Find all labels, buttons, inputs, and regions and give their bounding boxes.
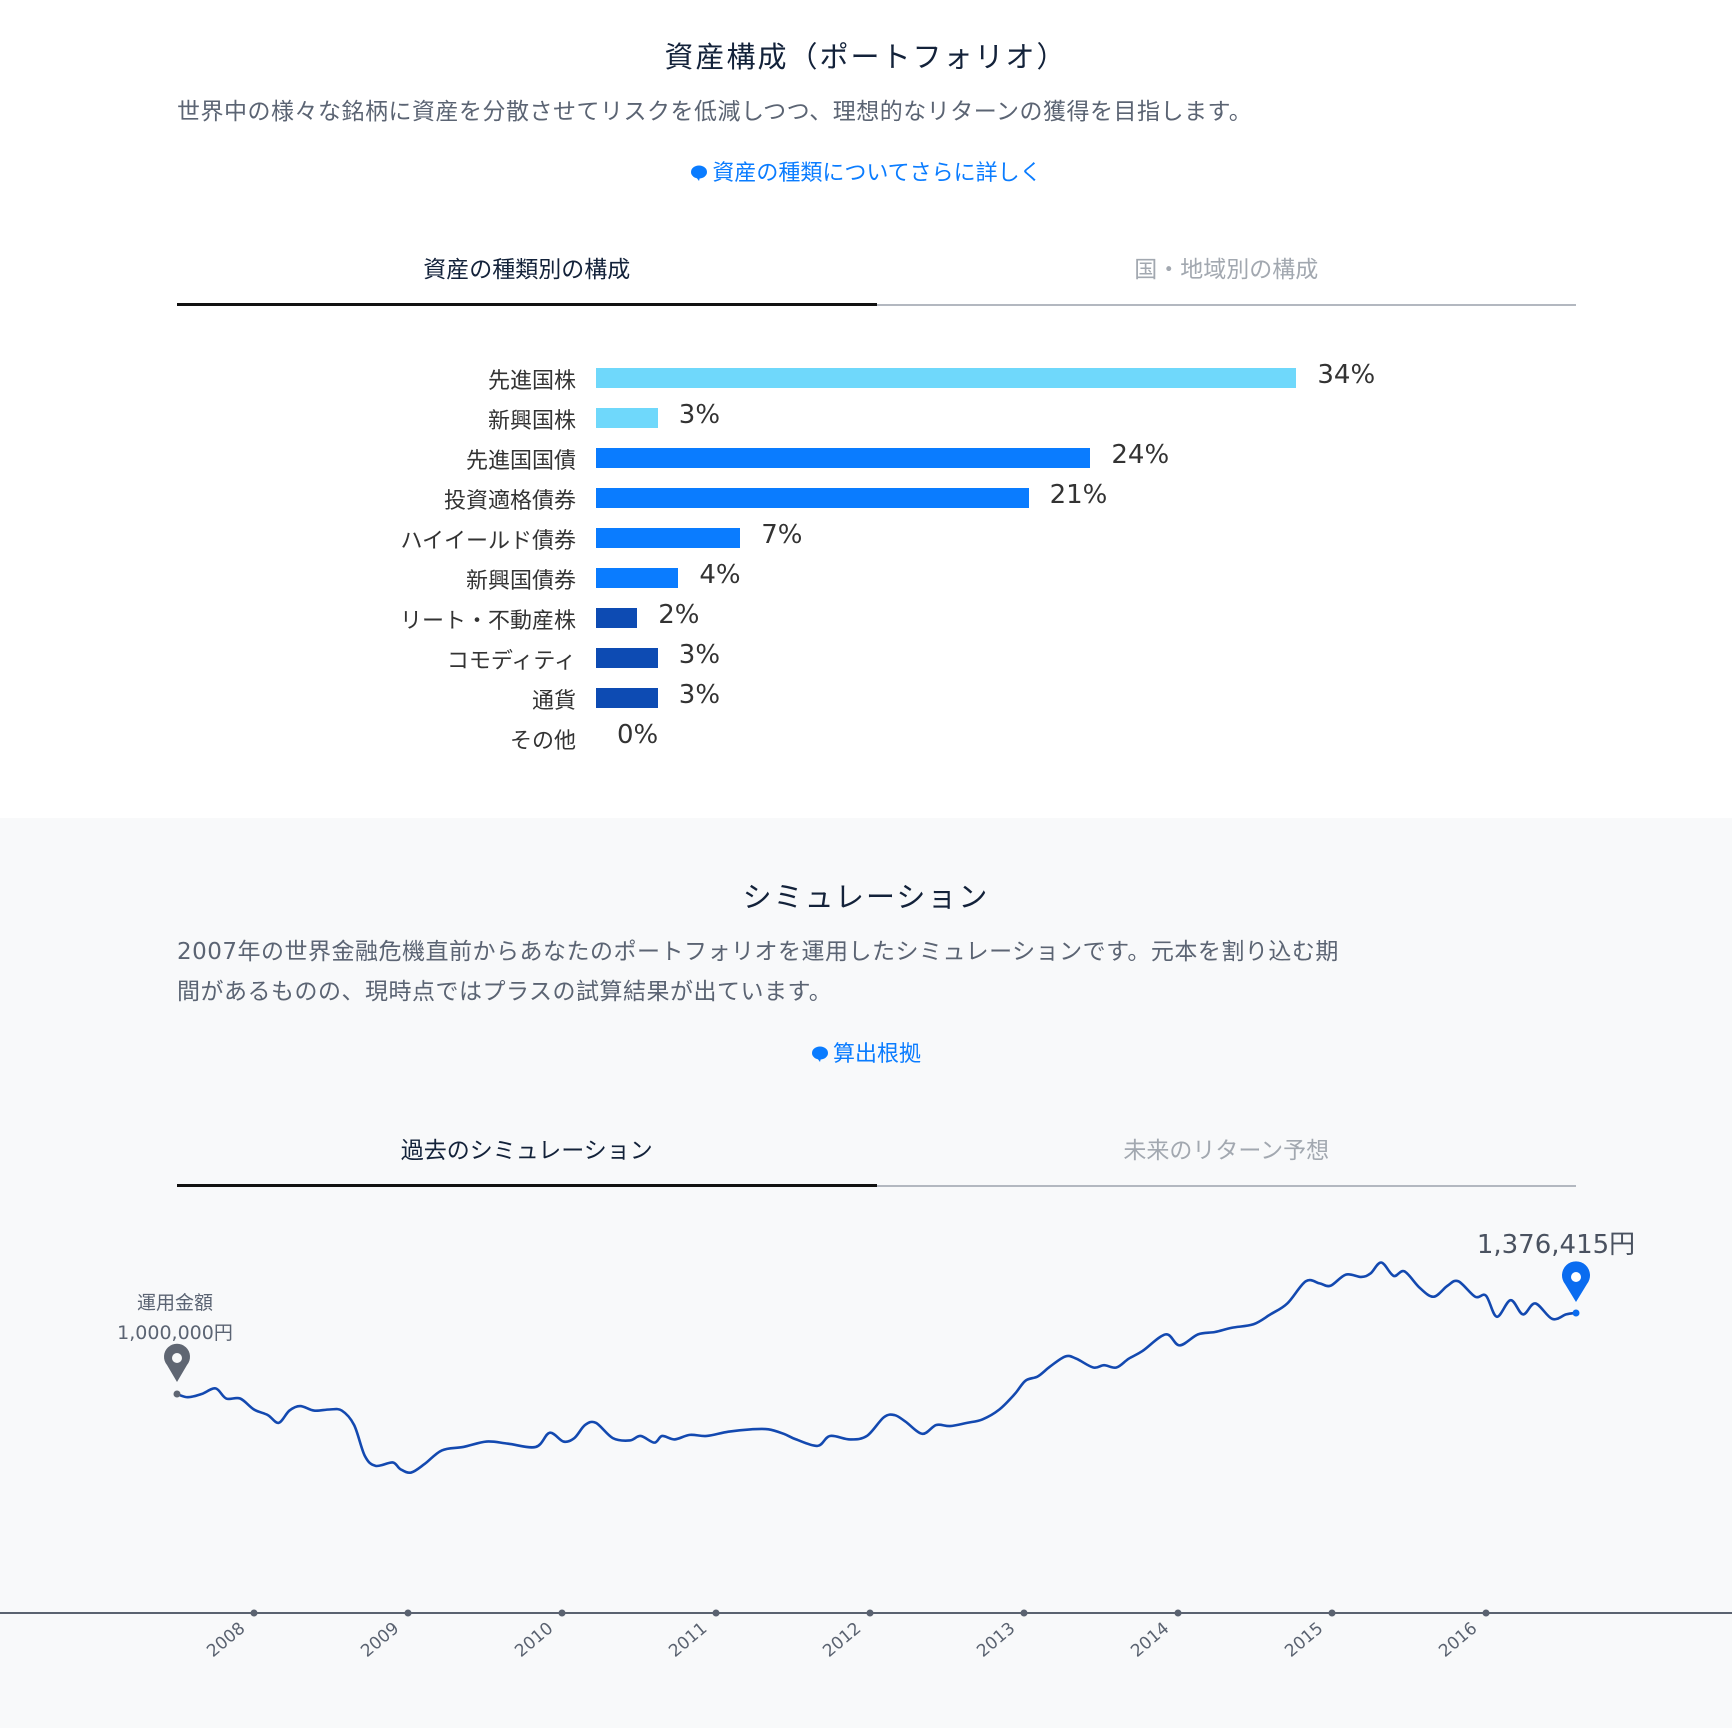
bar [596, 408, 658, 428]
tab-past-simulation[interactable]: 過去のシミュレーション [177, 1127, 877, 1187]
bar-row: 新興国株 3% [0, 398, 1732, 438]
x-tick-mark [712, 1609, 720, 1617]
bar [596, 568, 679, 588]
x-tick-label: 2009 [357, 1619, 403, 1662]
calculation-basis-link[interactable]: 算出根拠 [0, 1036, 1732, 1068]
x-tick-mark [404, 1609, 412, 1617]
bar-value-label: 21% [1049, 480, 1108, 510]
bar-row: 投資適格債券 21% [0, 478, 1732, 518]
end-value-label: 1,376,415円 [1477, 1230, 1635, 1260]
start-point [173, 1390, 181, 1398]
bar-category-label: ハイイールド債券 [400, 529, 576, 554]
bar-category-label: 先進国国債 [465, 449, 576, 474]
bar-row: 先進国国債 24% [0, 438, 1732, 478]
bar-category-label: 投資適格債券 [443, 489, 576, 514]
bar-value-label: 3% [678, 680, 721, 710]
x-tick-label: 2010 [511, 1619, 557, 1662]
speech-bubble-icon [691, 165, 708, 181]
end-pin-icon [1562, 1261, 1591, 1302]
bar-category-label: 新興国債券 [465, 569, 576, 594]
tab-asset-type[interactable]: 資産の種類別の構成 [177, 246, 877, 306]
bar-row: ハイイールド債券 7% [0, 518, 1732, 558]
bar-row: 通貨 3% [0, 678, 1732, 718]
bar [596, 608, 638, 628]
x-tick-label: 2014 [1127, 1619, 1173, 1662]
bar-value-label: 3% [678, 400, 721, 430]
bar-value-label: 0% [617, 720, 659, 750]
portfolio-value-line [176, 1261, 1576, 1475]
x-tick-mark [1020, 1609, 1028, 1617]
portfolio-description: 世界中の様々な銘柄に資産を分散させてリスクを低減しつつ、理想的なリターンの獲得を… [177, 99, 1253, 125]
bar [596, 648, 658, 668]
portfolio-tabs: 資産の種類別の構成 国・地域別の構成 [177, 246, 1576, 306]
simulation-tabs: 過去のシミュレーション 未来のリターン予想 [177, 1127, 1576, 1187]
bar [596, 528, 741, 548]
bar-category-label: その他 [509, 729, 576, 754]
asset-types-link-label: 資産の種類についてさらに詳しく [712, 161, 1042, 186]
simulation-description: 2007年の世界金融危機直前からあなたのポートフォリオを運用したシミュレーション… [177, 932, 1577, 1012]
asset-types-link[interactable]: 資産の種類についてさらに詳しく [0, 155, 1732, 187]
bar-value-label: 4% [699, 560, 741, 590]
x-tick-mark [866, 1609, 874, 1617]
bar-value-label: 2% [658, 600, 700, 630]
x-tick-label: 2015 [1281, 1619, 1327, 1662]
x-tick-label: 2013 [973, 1619, 1019, 1662]
start-pin-icon [164, 1343, 190, 1382]
bar-row: 新興国債券 4% [0, 558, 1732, 598]
bar-category-label: コモディティ [446, 649, 576, 674]
speech-bubble-icon [811, 1046, 828, 1062]
x-tick-mark [1328, 1609, 1336, 1617]
bar [596, 368, 1297, 388]
tab-region[interactable]: 国・地域別の構成 [876, 246, 1576, 306]
x-tick-label: 2011 [665, 1619, 711, 1662]
simulation-description-line: 間があるものの、現時点ではプラスの試算結果が出ています。 [177, 979, 833, 1005]
bar-value-label: 3% [678, 640, 721, 670]
x-tick-label: 2012 [819, 1619, 865, 1662]
x-tick-label: 2008 [203, 1619, 249, 1662]
bar-category-label: 先進国株 [487, 369, 576, 394]
x-tick-label: 2016 [1435, 1619, 1481, 1662]
start-value-label: 1,000,000円 [117, 1322, 233, 1344]
end-point [1572, 1309, 1580, 1317]
bar-value-label: 34% [1317, 360, 1376, 390]
bar-category-label: リート・不動産株 [399, 609, 576, 634]
bar-row: リート・不動産株 2% [0, 598, 1732, 638]
bar-row: その他 0% [0, 718, 1732, 758]
bar-row: 先進国株 34% [0, 358, 1732, 398]
start-label: 運用金額 [137, 1292, 213, 1314]
simulation-section [0, 818, 1732, 1728]
x-tick-mark [250, 1609, 258, 1617]
simulation-title: シミュレーション [742, 880, 990, 914]
portfolio-title: 資産構成（ポートフォリオ） [664, 40, 1068, 74]
bar-category-label: 新興国株 [487, 409, 576, 434]
bar [596, 488, 1029, 508]
bar [596, 688, 658, 708]
x-tick-mark [1174, 1609, 1182, 1617]
simulation-description-line: 2007年の世界金融危機直前からあなたのポートフォリオを運用したシミュレーション… [177, 939, 1339, 965]
tab-future-return[interactable]: 未来のリターン予想 [876, 1127, 1576, 1187]
calculation-basis-link-label: 算出根拠 [832, 1042, 921, 1067]
bar-category-label: 通貨 [531, 689, 576, 714]
bar-value-label: 24% [1111, 440, 1170, 470]
bar-row: コモディティ 3% [0, 638, 1732, 678]
bar-value-label: 7% [761, 520, 803, 550]
x-tick-mark [1482, 1609, 1490, 1617]
bar [596, 448, 1091, 468]
x-tick-mark [558, 1609, 566, 1617]
